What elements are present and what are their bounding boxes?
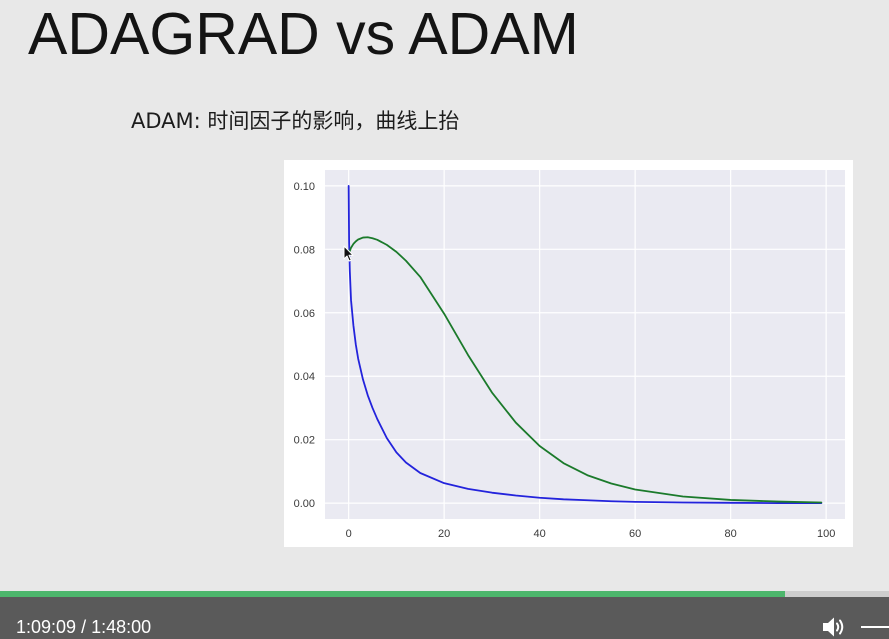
x-tick-label-4: 80	[725, 528, 737, 540]
slide-subtitle: ADAM: 时间因子的影响，曲线上抬	[131, 109, 460, 133]
video-controls: 1:09:09/1:48:00	[0, 591, 889, 639]
volume-slider[interactable]	[861, 626, 889, 628]
mouse-cursor-icon	[343, 245, 354, 262]
y-tick-label-1: 0.02	[294, 435, 315, 447]
line-chart: 0 20 40 60 80 100 0.00 0.02 0.04 0.06 0.08 0.10	[294, 170, 845, 540]
slide: ADAGRAD vs ADAM ADAM: 时间因子的影响，曲线上抬 0 20 40…	[28, 1, 853, 547]
x-tick-label-2: 40	[534, 528, 546, 540]
y-tick-label-5: 0.10	[294, 181, 315, 193]
current-time: 1:09:09	[16, 617, 77, 637]
x-tick-label-0: 0	[346, 528, 352, 540]
chart-panel: 0 20 40 60 80 100 0.00 0.02 0.04 0.06 0.08 0.10	[284, 160, 853, 547]
plot-area	[325, 170, 845, 519]
duration: 1:48:00	[91, 617, 152, 637]
volume-button[interactable]	[822, 616, 846, 638]
x-tick-label-5: 100	[817, 528, 835, 540]
time-separator: /	[81, 617, 87, 637]
y-tick-label-2: 0.04	[294, 371, 315, 383]
y-tick-label-3: 0.06	[294, 308, 315, 320]
slide-title: ADAGRAD vs ADAM	[28, 1, 579, 67]
progress-fill	[0, 591, 785, 597]
x-tick-label-1: 20	[438, 528, 450, 540]
progress-bar[interactable]	[0, 591, 889, 597]
time-display: 1:09:09/1:48:00	[16, 618, 151, 636]
y-tick-label-4: 0.08	[294, 244, 315, 256]
speaker-volume-icon	[823, 617, 844, 637]
series-line-2	[347, 236, 823, 504]
y-tick-label-0: 0.00	[294, 498, 315, 510]
series-line-1	[347, 184, 823, 505]
x-tick-label-3: 60	[629, 528, 641, 540]
